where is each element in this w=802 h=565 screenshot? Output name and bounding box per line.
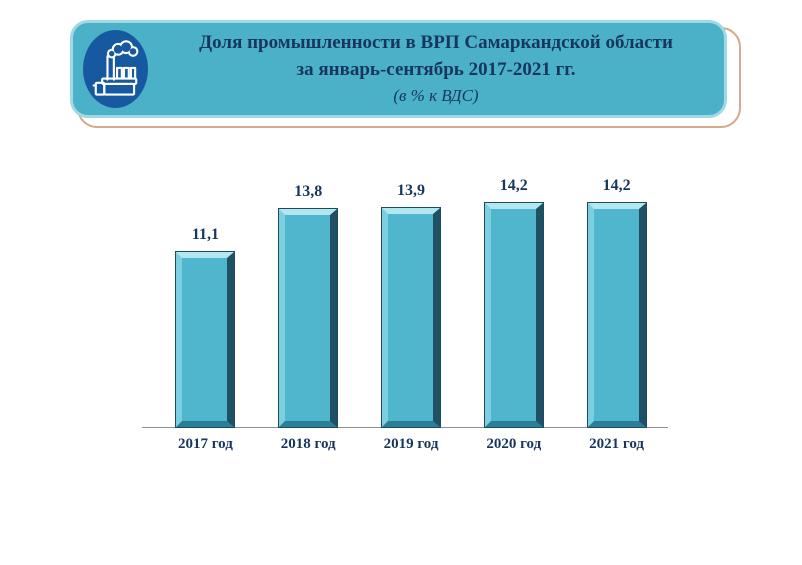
- x-axis-label: 2017 год: [177, 436, 233, 452]
- header-banner: Доля промышленности в ВРП Самаркандской …: [70, 20, 727, 118]
- bar-group: 11,1: [154, 176, 257, 427]
- chart-title-line1: Доля промышленности в ВРП Самаркандской …: [199, 32, 673, 53]
- bar-group: 13,8: [257, 176, 360, 427]
- bar: [176, 252, 235, 427]
- bar: [381, 208, 440, 427]
- bar: [587, 203, 646, 427]
- chart-subtitle: (в % к ВДС): [393, 86, 479, 105]
- x-axis-label: 2021 год: [589, 436, 644, 452]
- bar-value-label: 11,1: [191, 226, 219, 243]
- factory-icon: [83, 30, 148, 108]
- x-axis-label: 2019 год: [383, 436, 439, 452]
- bars-area: 11,1 13,8 13,9 14,2 14,2: [154, 176, 668, 427]
- bar-value-label: 13,8: [294, 183, 323, 200]
- bar-group: 14,2: [565, 176, 668, 427]
- chart-title-block: Доля промышленности в ВРП Самаркандской …: [148, 29, 724, 109]
- bar-value-label: 14,2: [499, 177, 528, 194]
- bar-group: 13,9: [360, 176, 463, 427]
- bar: [484, 203, 543, 427]
- bar-group: 14,2: [462, 176, 565, 427]
- x-axis-label: 2018 год: [280, 436, 336, 452]
- bar-value-label: 13,9: [396, 182, 425, 199]
- factory-icon-glyph: [92, 40, 138, 96]
- x-axis-labels: 2017 год 2018 год 2019 год 2020 год 2021 год: [154, 436, 668, 453]
- chart-title-line2: за январь-сентябрь 2017-2021 гг.: [296, 59, 576, 80]
- bar-value-label: 14,2: [602, 177, 631, 194]
- bar-chart: 11,1 13,8 13,9 14,2 14,2 2017 год 2018 год 201…: [142, 176, 668, 452]
- x-axis-label: 2020 год: [486, 436, 542, 452]
- bar: [279, 209, 338, 427]
